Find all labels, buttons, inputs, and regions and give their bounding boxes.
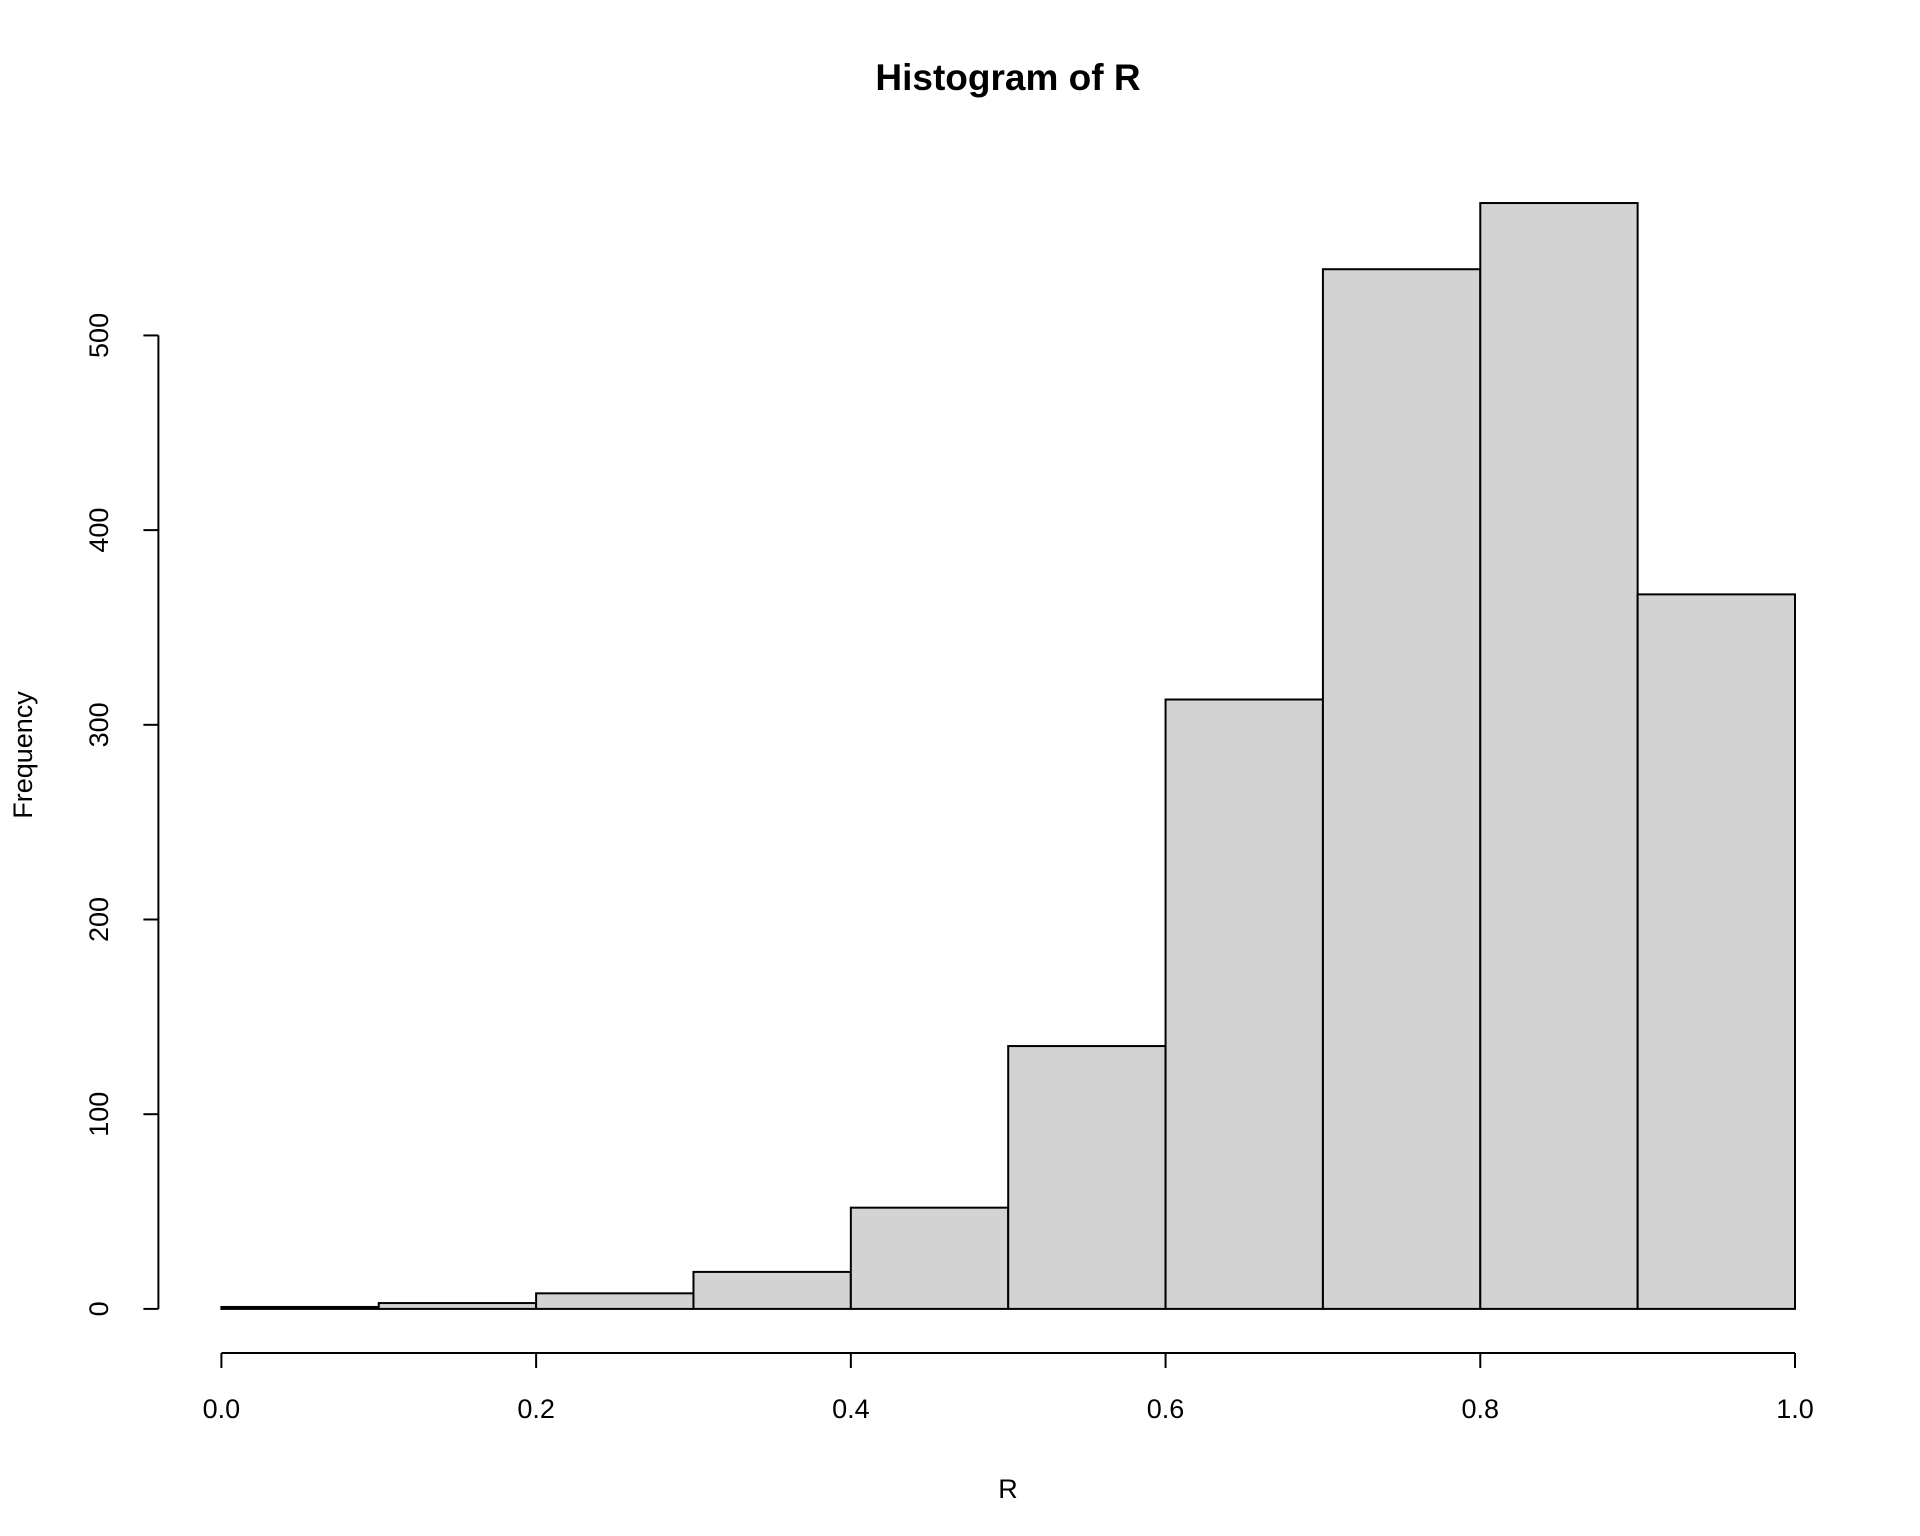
bar: [849, 1206, 1010, 1310]
x-tick-label: 0.2: [517, 1394, 555, 1424]
y-tick-label: 300: [84, 702, 114, 747]
bar: [377, 1302, 538, 1310]
bar: [1321, 268, 1482, 1310]
bar: [220, 1305, 380, 1310]
chart-title: Histogram of R: [875, 57, 1140, 98]
x-tick-label: 0.8: [1462, 1394, 1500, 1424]
y-tick-label: 200: [84, 897, 114, 942]
y-tick-label: 100: [84, 1092, 114, 1137]
bar: [1636, 593, 1797, 1310]
bar: [1164, 698, 1324, 1310]
y-axis-label: Frequency: [8, 691, 38, 819]
bar: [1479, 202, 1639, 1310]
x-tick-label: 0.0: [203, 1394, 241, 1424]
bar: [1007, 1045, 1167, 1310]
y-tick-label: 400: [84, 508, 114, 553]
y-tick-label: 0: [84, 1301, 114, 1316]
bar: [692, 1270, 852, 1310]
x-tick-label: 0.6: [1147, 1394, 1185, 1424]
bar: [535, 1292, 695, 1310]
x-axis-label: R: [998, 1474, 1018, 1504]
x-tick-label: 1.0: [1776, 1394, 1814, 1424]
y-tick-label: 500: [84, 313, 114, 358]
x-tick-label: 0.4: [832, 1394, 870, 1424]
